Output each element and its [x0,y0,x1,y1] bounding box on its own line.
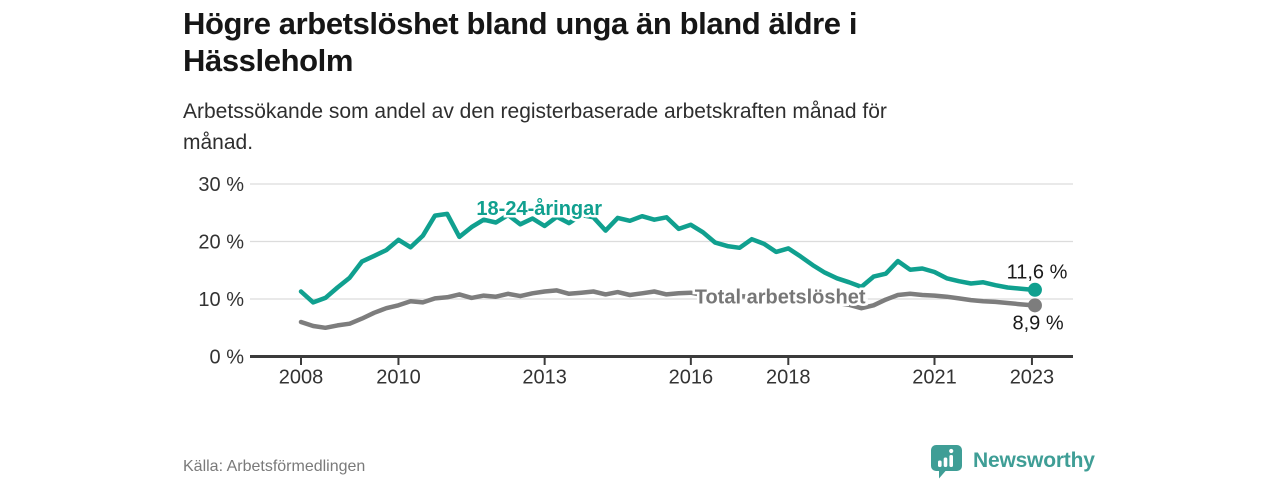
label-youth: 18-24-åringar [476,197,602,220]
series-end-dot-total [1027,298,1042,313]
series-end-dot-youth [1027,282,1042,297]
chart-subtitle-line1: Arbetssökande som andel av den registerb… [183,100,887,123]
brand-lockup: Newsworthy [929,443,1095,479]
x-tick-label-2018: 2018 [766,367,811,389]
chart-title: Högre arbetslöshet bland unga än bland ä… [183,5,1023,79]
label-total: Total arbetslöshet [695,287,866,309]
x-tick-label-2016: 2016 [669,367,714,389]
y-tick-label-10: 10 % [198,289,244,311]
end-label-total: 8,9 % [1012,312,1063,334]
x-tick-label-2021: 2021 [912,367,957,389]
y-tick-label-0: 0 % [210,347,245,369]
chart-title-line2: Hässleholm [183,43,354,78]
x-tick-label-2023: 2023 [1010,367,1055,389]
y-tick-label-20: 20 % [198,232,244,254]
chart-subtitle-line2: månad. [183,131,254,154]
x-tick-label-2013: 2013 [522,367,567,389]
exclamation-dot [949,448,954,454]
end-label-youth: 11,6 % [1007,261,1068,283]
newsworthy-logo-icon [931,445,962,479]
series-line-youth [298,211,1035,305]
chart-title-line1: Högre arbetslöshet bland unga än bland ä… [183,6,858,41]
x-tick-label-2008: 2008 [279,367,324,389]
bar-short [938,460,942,467]
chart-subtitle: Arbetssökande som andel av den registerb… [183,96,1043,158]
bar-tall [949,455,953,467]
source-note: Källa: Arbetsförmedlingen [183,458,366,475]
y-tick-label-30: 30 % [198,174,244,196]
brand-name: Newsworthy [973,449,1095,472]
x-tick-label-2010: 2010 [376,367,421,389]
bar-medium [943,457,948,467]
series-line-total [298,288,1035,331]
